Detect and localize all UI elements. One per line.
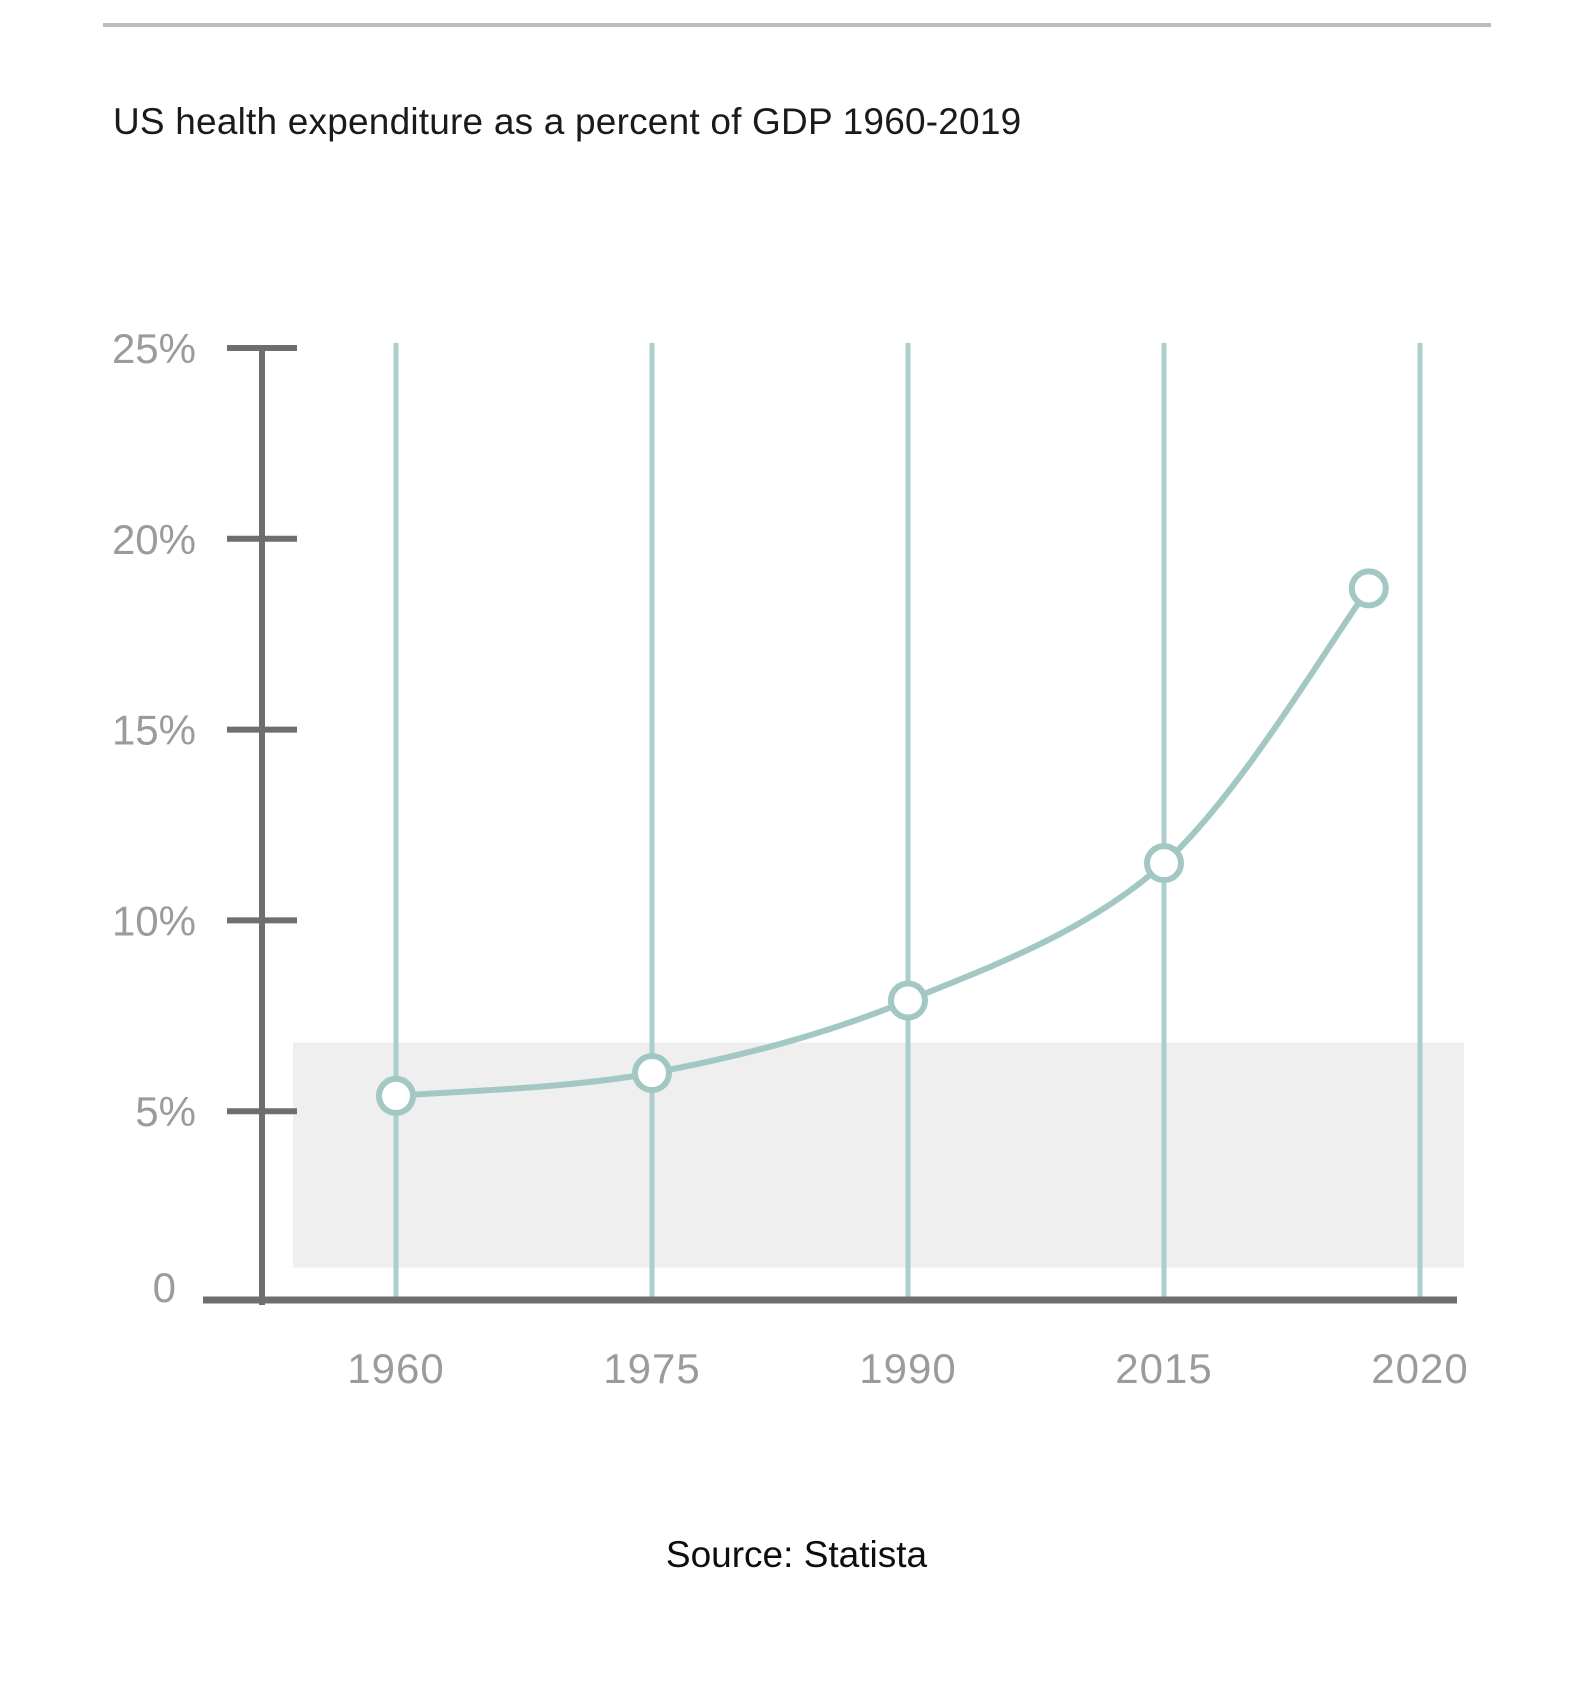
- x-tick-label: 1990: [859, 1345, 956, 1392]
- data-point-marker: [632, 1053, 672, 1094]
- highlight-band-layer: [293, 1042, 1464, 1268]
- source-caption: Source: Statista: [665, 1534, 928, 1575]
- top-divider: [103, 23, 1491, 27]
- chart-title: US health expenditure as a percent of GD…: [113, 101, 1022, 142]
- y-tick-label: 5%: [135, 1088, 196, 1135]
- y-tick-label: 25%: [112, 325, 196, 372]
- x-tick-label: 2015: [1115, 1345, 1212, 1392]
- tick-label-layer: 0 5% 10% 15% 20% 25% 1960 1975 1990 2015 2020: [112, 325, 1468, 1392]
- data-point-marker: [888, 980, 928, 1021]
- gridline-layer: [393, 343, 1423, 1302]
- y-tick-label: 20%: [112, 516, 196, 563]
- trend-line: [393, 585, 1372, 1099]
- x-tick-label: 1960: [347, 1345, 444, 1392]
- data-point-marker: [376, 1075, 416, 1116]
- series-layer: [376, 568, 1389, 1116]
- axes-layer: [203, 345, 1457, 1305]
- x-tick-label: 1975: [603, 1345, 700, 1392]
- y-tick-label: 10%: [112, 897, 196, 944]
- data-point-marker: [1348, 568, 1389, 609]
- y-tick-label: 0: [153, 1264, 176, 1311]
- x-tick-label: 2020: [1371, 1345, 1468, 1392]
- data-point-marker: [1144, 843, 1184, 884]
- highlight-band: [293, 1042, 1464, 1268]
- y-tick-label: 15%: [112, 707, 196, 754]
